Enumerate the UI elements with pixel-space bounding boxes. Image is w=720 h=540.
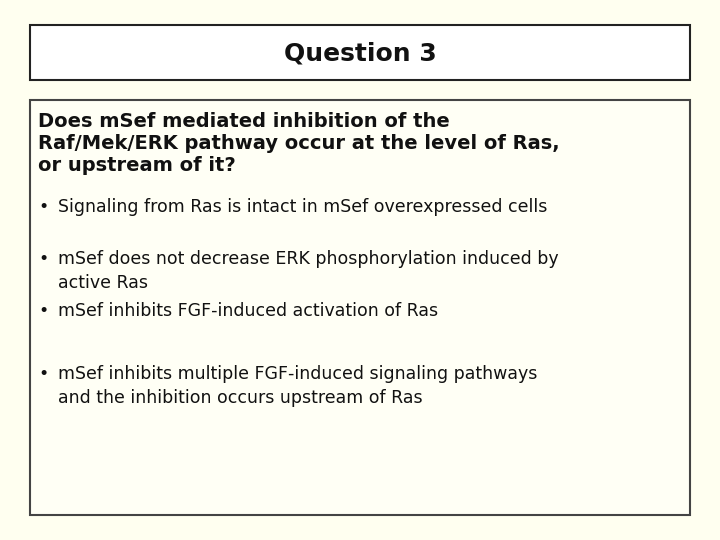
- FancyBboxPatch shape: [30, 25, 690, 80]
- Text: mSef inhibits FGF-induced activation of Ras: mSef inhibits FGF-induced activation of …: [58, 302, 438, 320]
- Text: or upstream of it?: or upstream of it?: [38, 156, 235, 175]
- Text: Does mSef mediated inhibition of the: Does mSef mediated inhibition of the: [38, 112, 450, 131]
- Text: Signaling from Ras is intact in mSef overexpressed cells: Signaling from Ras is intact in mSef ove…: [58, 198, 547, 216]
- Text: Raf/Mek/ERK pathway occur at the level of Ras,: Raf/Mek/ERK pathway occur at the level o…: [38, 134, 559, 153]
- Text: •: •: [38, 302, 48, 320]
- Text: •: •: [38, 365, 48, 383]
- Text: •: •: [38, 250, 48, 268]
- Text: mSef inhibits multiple FGF-induced signaling pathways
and the inhibition occurs : mSef inhibits multiple FGF-induced signa…: [58, 365, 537, 407]
- Text: •: •: [38, 198, 48, 216]
- Text: mSef does not decrease ERK phosphorylation induced by
active Ras: mSef does not decrease ERK phosphorylati…: [58, 250, 559, 292]
- Text: Question 3: Question 3: [284, 41, 436, 65]
- FancyBboxPatch shape: [30, 100, 690, 515]
